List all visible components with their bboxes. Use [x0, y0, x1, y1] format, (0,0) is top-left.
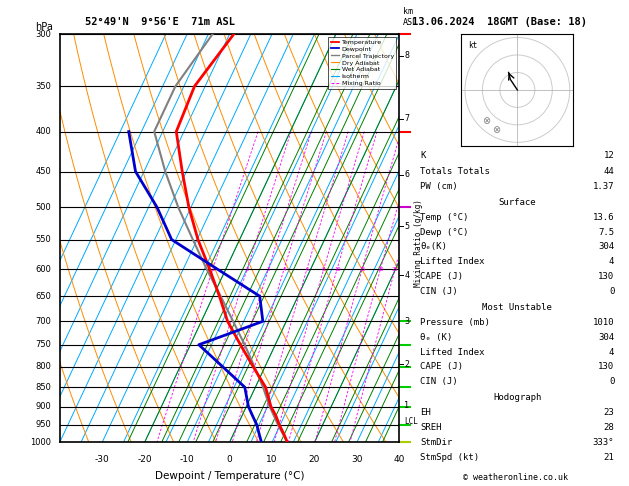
Text: 20: 20 [309, 454, 320, 464]
Text: θₑ (K): θₑ (K) [420, 332, 453, 342]
Text: 44: 44 [604, 167, 615, 175]
Text: 4: 4 [609, 257, 615, 266]
Text: CAPE (J): CAPE (J) [420, 363, 464, 371]
Text: 350: 350 [35, 82, 52, 91]
Text: © weatheronline.co.uk: © weatheronline.co.uk [464, 473, 568, 482]
Text: 25: 25 [392, 266, 398, 272]
Text: 304: 304 [598, 332, 615, 342]
Text: ⊗: ⊗ [493, 125, 501, 135]
Text: Totals Totals: Totals Totals [420, 167, 490, 175]
Text: kt: kt [469, 41, 477, 50]
Text: 3: 3 [404, 317, 409, 326]
Text: 3: 3 [267, 266, 270, 272]
Text: 650: 650 [35, 292, 52, 301]
Text: Temp (°C): Temp (°C) [420, 213, 469, 222]
Text: Pressure (mb): Pressure (mb) [420, 318, 490, 327]
Text: CIN (J): CIN (J) [420, 377, 458, 386]
Text: CIN (J): CIN (J) [420, 287, 458, 296]
Text: 900: 900 [35, 402, 52, 411]
Text: Most Unstable: Most Unstable [482, 303, 552, 312]
Text: 0: 0 [609, 377, 615, 386]
Text: -30: -30 [95, 454, 109, 464]
Text: 7.5: 7.5 [598, 227, 615, 237]
Text: 950: 950 [35, 420, 52, 429]
Text: 750: 750 [35, 340, 52, 349]
Text: 1000: 1000 [30, 438, 52, 447]
Text: 850: 850 [35, 382, 52, 392]
Text: 1: 1 [211, 266, 214, 272]
Text: Surface: Surface [499, 198, 536, 207]
Text: 2: 2 [245, 266, 249, 272]
Legend: Temperature, Dewpoint, Parcel Trajectory, Dry Adiabat, Wet Adiabat, Isotherm, Mi: Temperature, Dewpoint, Parcel Trajectory… [328, 37, 396, 88]
Text: 300: 300 [35, 30, 52, 38]
Text: 2: 2 [404, 360, 409, 369]
Text: K: K [420, 151, 426, 160]
Text: 28: 28 [604, 423, 615, 432]
Text: 400: 400 [35, 127, 52, 136]
Text: 304: 304 [598, 243, 615, 251]
Text: 1.37: 1.37 [593, 182, 615, 191]
Text: 13.6: 13.6 [593, 213, 615, 222]
Text: 1: 1 [404, 401, 409, 410]
Text: EH: EH [420, 408, 431, 417]
Text: 6: 6 [404, 170, 409, 179]
Text: SREH: SREH [420, 423, 442, 432]
Text: 10: 10 [266, 454, 278, 464]
Text: 800: 800 [35, 362, 52, 371]
Text: 4: 4 [282, 266, 286, 272]
Text: 20: 20 [377, 266, 384, 272]
Text: Lifted Index: Lifted Index [420, 347, 485, 357]
Text: 7: 7 [404, 114, 409, 123]
Text: 333°: 333° [593, 438, 615, 447]
Text: LCL: LCL [404, 417, 418, 426]
Text: 4: 4 [609, 347, 615, 357]
Text: CAPE (J): CAPE (J) [420, 272, 464, 281]
Text: 550: 550 [35, 235, 52, 244]
Text: ⊗: ⊗ [482, 116, 490, 126]
Text: Lifted Index: Lifted Index [420, 257, 485, 266]
Text: 23: 23 [604, 408, 615, 417]
Text: 700: 700 [35, 317, 52, 326]
Text: Hodograph: Hodograph [493, 393, 542, 402]
Text: 13.06.2024  18GMT (Base: 18): 13.06.2024 18GMT (Base: 18) [412, 17, 587, 27]
Text: 30: 30 [351, 454, 363, 464]
Text: 130: 130 [598, 363, 615, 371]
Text: 0: 0 [226, 454, 233, 464]
Text: 15: 15 [359, 266, 365, 272]
Text: PW (cm): PW (cm) [420, 182, 458, 191]
Text: -20: -20 [137, 454, 152, 464]
Text: 21: 21 [604, 453, 615, 462]
Text: 10: 10 [334, 266, 340, 272]
Text: 450: 450 [35, 167, 52, 176]
Text: 4: 4 [404, 271, 409, 280]
Text: 6: 6 [305, 266, 309, 272]
Text: 130: 130 [598, 272, 615, 281]
Text: 0: 0 [609, 287, 615, 296]
Text: StmDir: StmDir [420, 438, 453, 447]
Text: StmSpd (kt): StmSpd (kt) [420, 453, 479, 462]
Text: Mixing Ratio (g/kg): Mixing Ratio (g/kg) [414, 199, 423, 287]
Text: 5: 5 [404, 222, 409, 231]
Text: Dewp (°C): Dewp (°C) [420, 227, 469, 237]
Text: 8: 8 [322, 266, 325, 272]
Text: -10: -10 [180, 454, 194, 464]
Text: 500: 500 [35, 203, 52, 212]
Text: 12: 12 [604, 151, 615, 160]
Text: Dewpoint / Temperature (°C): Dewpoint / Temperature (°C) [155, 471, 304, 481]
Text: 600: 600 [35, 264, 52, 274]
Text: 40: 40 [394, 454, 405, 464]
Text: 52°49'N  9°56'E  71m ASL: 52°49'N 9°56'E 71m ASL [85, 17, 235, 27]
Text: km
ASL: km ASL [403, 7, 418, 27]
Text: θₑ(K): θₑ(K) [420, 243, 447, 251]
Text: 1010: 1010 [593, 318, 615, 327]
Text: hPa: hPa [36, 21, 53, 32]
Text: 8: 8 [404, 52, 409, 60]
